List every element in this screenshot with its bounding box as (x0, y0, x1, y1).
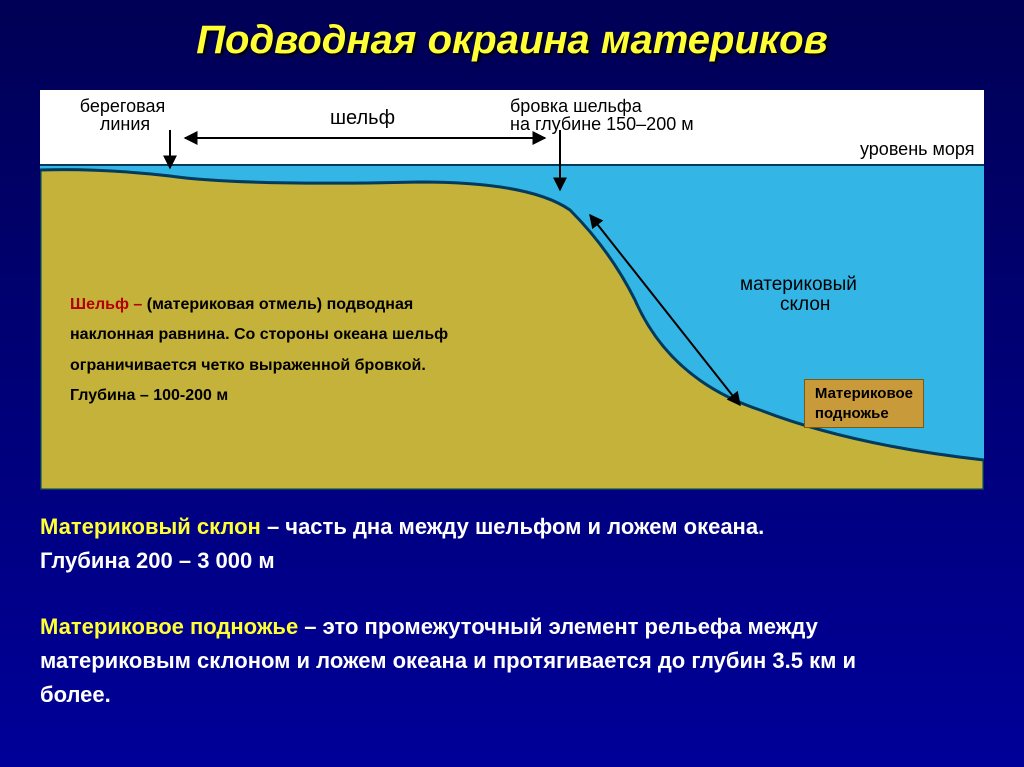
slope-definition: Материковый склон – часть дна между шель… (40, 510, 984, 578)
shelf-label: шельф (330, 107, 395, 129)
shelf-definition: Шельф – (материковая отмель) подводная н… (70, 290, 470, 412)
foot-definition: Материковое подножье – это промежуточный… (40, 610, 984, 712)
continental-foot-label: Материковое подножье (804, 379, 924, 428)
shelf-edge-label: бровка шельфа на глубине 150–200 м (510, 96, 694, 134)
slope-term: Материковый склон (40, 514, 261, 539)
foot-term: Материковое подножье (40, 614, 298, 639)
ocean-margin-diagram: береговая линия шельф бровка шельфа на г… (40, 90, 984, 490)
shelf-term: Шельф – (70, 296, 142, 313)
page-title: Подводная окраина материков (0, 0, 1024, 63)
coast-label: береговая линия (80, 96, 170, 134)
sea-level-label: уровень моря (860, 139, 974, 159)
